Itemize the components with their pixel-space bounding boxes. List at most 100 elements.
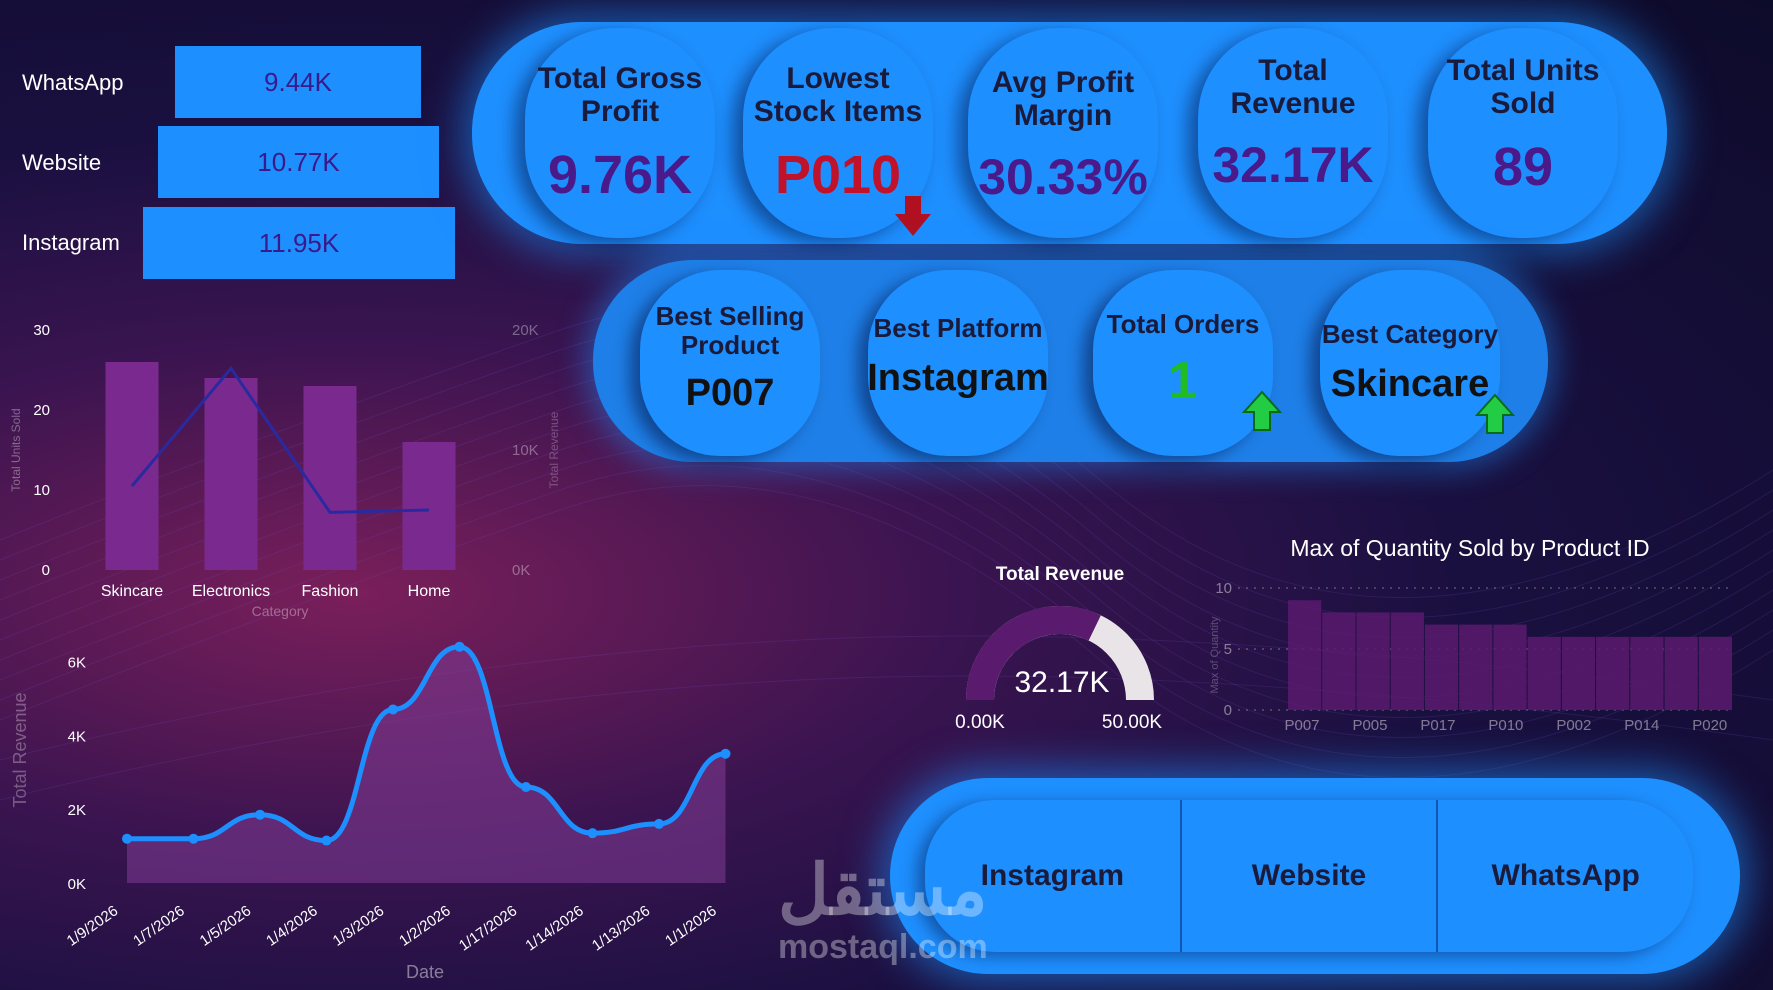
y2-axis-label: Total Revenue xyxy=(547,411,561,488)
bar-home xyxy=(402,442,456,570)
y-tick-label: 20 xyxy=(33,402,50,419)
x-tick-label: P010 xyxy=(1488,717,1523,734)
bar xyxy=(1698,636,1732,710)
kpi-value: 32.17K xyxy=(1212,137,1374,193)
x-tick-label: P014 xyxy=(1624,717,1659,734)
kpi-best-selling-product[interactable]: Best Selling Product P007 xyxy=(640,270,820,456)
data-point xyxy=(587,828,598,839)
y-tick-label: 0 xyxy=(1224,702,1232,719)
platform-bar-website[interactable]: 10.77K xyxy=(158,126,439,198)
kpi-title: Total Revenue xyxy=(1230,54,1356,120)
x-tick-label: 1/3/2026 xyxy=(330,902,388,949)
bar xyxy=(1459,624,1493,710)
kpi-value: Instagram xyxy=(867,357,1049,399)
x-tick-label: 1/17/2026 xyxy=(456,902,520,954)
x-tick-label: P007 xyxy=(1284,717,1319,734)
kpi-title: Best Selling Product xyxy=(655,301,805,360)
kpi-title: Avg Profit Margin xyxy=(991,66,1135,132)
data-point xyxy=(122,833,132,844)
platform-label-instagram: Instagram xyxy=(22,230,120,255)
slicer-option-whatsapp[interactable]: WhatsApp xyxy=(1491,859,1640,892)
x-axis-label: Category xyxy=(252,603,309,619)
bar xyxy=(1664,636,1698,710)
x-tick-label: 1/7/2026 xyxy=(130,902,188,949)
platform-bar-instagram[interactable]: 11.95K xyxy=(143,207,455,279)
x-tick-label: P020 xyxy=(1692,717,1727,734)
y-tick-label: 0 xyxy=(42,562,50,579)
x-axis-label: Date xyxy=(406,962,444,982)
kpi-total-units-sold[interactable]: Total Units Sold 89 xyxy=(1428,28,1618,238)
data-point xyxy=(388,704,398,715)
y-tick-label: 10 xyxy=(33,482,50,499)
data-point xyxy=(654,818,664,829)
kpi-value: Skincare xyxy=(1330,363,1490,405)
x-tick-label: Electronics xyxy=(192,583,270,600)
bar xyxy=(1493,624,1527,710)
kpi-total-gross-profit[interactable]: Total Gross Profit 9.76K xyxy=(525,28,715,238)
revenue-line xyxy=(130,365,430,514)
kpi-title: Best Platform xyxy=(873,313,1043,343)
bar-fashion xyxy=(303,386,357,570)
y2-tick-label: 0K xyxy=(512,562,530,579)
arrow-up-icon xyxy=(1242,390,1282,431)
kpi-total-orders[interactable]: Total Orders 1 xyxy=(1093,270,1273,456)
platform-label-website: Website xyxy=(22,150,102,175)
kpi-title: Lowest Stock Items xyxy=(753,62,923,128)
platform-label-whatsapp: WhatsApp xyxy=(22,70,124,95)
revenue-by-date-chart: 0K 2K 4K 6K Total Revenue 1/9/2026 1/7/2026 1/5… xyxy=(10,641,731,982)
slicer-option-website[interactable]: Website xyxy=(1182,800,1439,952)
kpi-value: 9.76K xyxy=(547,145,693,205)
x-tick-label: 1/5/2026 xyxy=(197,902,255,949)
data-point xyxy=(255,809,265,820)
kpi-best-platform[interactable]: Best Platform Instagram xyxy=(867,270,1049,456)
kpi-lowest-stock-items[interactable]: Lowest Stock Items P010 xyxy=(743,28,933,238)
kpi-title: Total Gross Profit xyxy=(537,62,703,128)
kpi-avg-profit-margin[interactable]: Avg Profit Margin 30.33% xyxy=(968,28,1158,238)
y-tick-label: 2K xyxy=(68,802,86,819)
bar xyxy=(1322,612,1356,710)
arrow-up-icon xyxy=(1475,393,1515,434)
arrow-down-icon xyxy=(895,196,931,236)
bar xyxy=(1424,624,1459,710)
category-combo-chart: 0 10 20 30 0K 10K 20K Total Units Sold Total Rev… xyxy=(9,322,561,619)
slicer-option-instagram[interactable]: Instagram xyxy=(925,800,1182,952)
x-tick-label: 1/13/2026 xyxy=(589,902,653,954)
watermark-arabic: مستقل xyxy=(778,851,988,929)
gauge-max: 50.00K xyxy=(1102,712,1163,733)
x-tick-label: 1/14/2026 xyxy=(522,902,586,954)
kpi-total-revenue[interactable]: Total Revenue 32.17K xyxy=(1198,28,1388,238)
platform-slicer: Instagram Website WhatsApp xyxy=(925,800,1693,952)
gauge-title: Total Revenue xyxy=(996,564,1124,585)
data-point xyxy=(188,833,199,844)
kpi-title: Total Units Sold xyxy=(1446,54,1600,120)
chart-title: Max of Quantity Sold by Product ID xyxy=(1290,535,1649,561)
kpi-best-category[interactable]: Best Category Skincare xyxy=(1320,270,1500,456)
data-point xyxy=(321,835,332,846)
x-tick-label: 1/2/2026 xyxy=(396,902,454,949)
kpi-title: Best Category xyxy=(1321,319,1499,349)
bar xyxy=(1527,636,1561,710)
y-axis-label: Total Revenue xyxy=(10,692,30,807)
y2-tick-label: 10K xyxy=(512,442,539,459)
x-tick-label: 1/9/2026 xyxy=(64,902,122,949)
gauge-min: 0.00K xyxy=(955,712,1005,733)
kpi-value: 30.33% xyxy=(978,149,1148,205)
y2-tick-label: 20K xyxy=(512,322,539,339)
kpi-value: P007 xyxy=(685,372,775,414)
kpi-value: P010 xyxy=(774,145,902,205)
bar xyxy=(1390,612,1424,710)
bar xyxy=(1356,612,1390,710)
gauge-fill xyxy=(966,606,1101,701)
y-tick-label: 6K xyxy=(68,654,86,671)
bar xyxy=(1596,636,1630,710)
platform-bar-whatsapp[interactable]: 9.44K xyxy=(175,46,421,118)
kpi-value: 89 xyxy=(1492,137,1554,197)
gauge-value: 32.17K xyxy=(1014,666,1109,699)
y-tick-label: 5 xyxy=(1224,641,1232,658)
y-tick-label: 0K xyxy=(68,876,86,893)
x-tick-label: P002 xyxy=(1556,717,1591,734)
x-tick-label: P005 xyxy=(1352,717,1387,734)
revenue-area xyxy=(127,646,726,883)
quantity-by-product-chart: Max of Quantity Sold by Product ID 0 5 10 Ma… xyxy=(1209,535,1732,734)
data-point xyxy=(720,748,731,759)
